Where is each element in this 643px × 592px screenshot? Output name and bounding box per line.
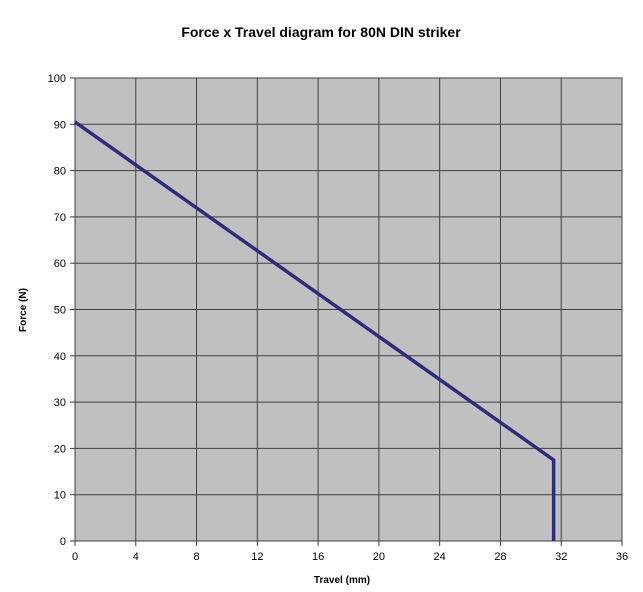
y-tick-label: 40 [54,351,66,363]
force-travel-line [73,120,556,541]
y-tick-label: 10 [54,490,66,502]
y-tick-label: 80 [54,166,66,178]
x-tick-label: 24 [434,551,446,563]
x-tick-label: 32 [555,551,567,563]
x-axis-ticks: 0 4 8 12 16 20 24 28 32 36 [72,541,628,563]
x-axis-label: Travel (mm) [314,575,370,586]
x-tick-label: 36 [616,551,628,563]
x-tick-label: 28 [494,551,506,563]
x-tick-label: 12 [251,551,263,563]
y-tick-label: 30 [54,397,66,409]
y-axis-ticks: 0 10 20 30 40 50 60 70 80 90 100 [48,73,75,548]
y-tick-label: 20 [54,443,66,455]
y-tick-label: 100 [48,73,66,85]
y-tick-label: 50 [54,305,66,317]
x-tick-label: 8 [193,551,199,563]
chart-title: Force x Travel diagram for 80N DIN strik… [181,24,461,40]
x-tick-label: 16 [312,551,324,563]
grid-lines [74,77,623,542]
x-tick-label: 20 [373,551,385,563]
y-axis-label: Force (N) [18,288,29,332]
x-tick-label: 0 [72,551,78,563]
y-tick-label: 60 [54,258,66,270]
y-tick-label: 0 [60,536,66,548]
x-tick-label: 4 [133,551,139,563]
y-tick-label: 90 [54,119,66,131]
y-tick-label: 70 [54,212,66,224]
